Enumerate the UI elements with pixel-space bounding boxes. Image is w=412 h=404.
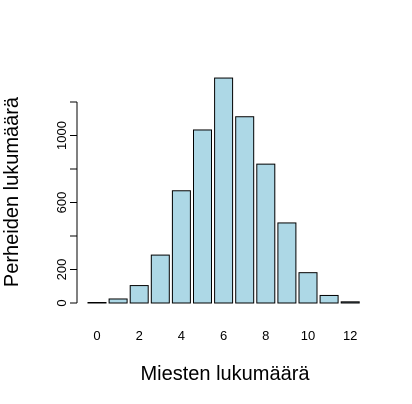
bar-5	[193, 129, 212, 304]
bar-10	[298, 272, 318, 304]
bar-12	[340, 301, 360, 304]
bar-3	[150, 254, 170, 304]
y-tick-label: 1000	[54, 121, 69, 150]
y-tick-label: 200	[54, 259, 69, 281]
bar-8	[256, 163, 276, 304]
x-tick-label: 4	[178, 328, 185, 343]
x-axis-labels: 0 2 4 6 8 10 12	[93, 328, 357, 343]
bar-7	[235, 116, 255, 304]
x-tick-label: 6	[220, 328, 227, 343]
bar-6	[214, 77, 234, 304]
y-axis-title: Perheiden lukumäärä	[1, 96, 23, 287]
x-tick-label: 12	[343, 328, 357, 343]
x-tick-label: 0	[93, 328, 100, 343]
bar-2	[129, 285, 149, 304]
y-tick-label: 0	[54, 299, 69, 306]
bar-0	[87, 302, 107, 304]
bars-group	[87, 77, 360, 304]
y-tick-label: 600	[54, 192, 69, 214]
x-tick-label: 2	[136, 328, 143, 343]
x-axis-title: Miesten lukumäärä	[141, 363, 311, 385]
bar-1	[108, 298, 128, 304]
bar-9	[277, 222, 297, 304]
bar-11	[319, 294, 339, 304]
y-axis: 0 200 600 1000	[54, 101, 78, 307]
x-tick-label: 8	[262, 328, 269, 343]
bar-4	[171, 190, 191, 304]
x-tick-label: 10	[301, 328, 315, 343]
